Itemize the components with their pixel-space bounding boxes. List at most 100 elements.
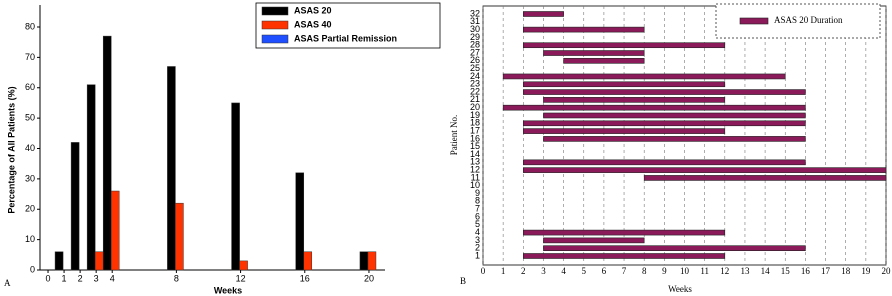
x-tick-label: 4 <box>110 273 115 283</box>
y-tick-label: 50 <box>25 113 35 123</box>
duration-bar <box>522 253 726 259</box>
bar <box>359 251 369 271</box>
bar <box>54 251 64 271</box>
y-tick-label: 21 <box>470 94 480 104</box>
x-tick-label: 4 <box>561 266 566 276</box>
duration-bar <box>543 112 806 119</box>
x-tick-label: 17 <box>821 266 831 276</box>
bar <box>239 260 248 271</box>
bar <box>110 190 120 271</box>
y-tick-label: 4 <box>475 227 480 237</box>
bar <box>231 102 240 271</box>
duration-bar <box>543 136 806 142</box>
x-tick-label: 9 <box>662 266 667 276</box>
y-tick-label: 40 <box>25 143 35 153</box>
x-tick-label: 8 <box>174 273 179 283</box>
y-tick-label: 26 <box>470 55 480 65</box>
legend-label: ASAS Partial Remission <box>294 33 397 43</box>
x-axis-label: Weeks <box>214 285 242 295</box>
y-axis-label: Percentage of All Patients (%) <box>6 86 16 213</box>
y-tick-label: 17 <box>470 125 480 135</box>
x-tick-label: 13 <box>740 266 750 276</box>
legend-label: ASAS 20 <box>294 5 332 15</box>
y-tick-label: 60 <box>25 82 35 92</box>
x-tick-label: 7 <box>622 266 627 276</box>
panel-label: B <box>460 276 466 286</box>
bar <box>303 251 313 271</box>
duration-bar <box>643 175 887 181</box>
y-tick-label: 28 <box>470 40 480 50</box>
y-tick-label: 19 <box>470 110 480 120</box>
duration-bar <box>522 167 887 173</box>
y-tick-label: 18 <box>470 118 480 128</box>
y-tick-label: 2 <box>475 243 480 253</box>
duration-bar <box>522 120 806 127</box>
x-tick-label: 10 <box>680 266 690 276</box>
x-tick-label: 12 <box>720 266 729 276</box>
y-tick-label: 30 <box>25 173 35 183</box>
x-tick-label: 2 <box>521 266 526 276</box>
x-tick-label: 3 <box>541 266 546 276</box>
duration-bar <box>502 73 786 80</box>
bar <box>94 251 104 271</box>
bar <box>367 251 377 271</box>
duration-bar <box>522 26 645 33</box>
duration-bar <box>543 245 806 251</box>
x-tick-label: 3 <box>94 273 99 283</box>
x-tick-label: 0 <box>46 273 51 283</box>
y-tick-label: 29 <box>470 32 480 42</box>
x-tick-label: 6 <box>602 266 607 276</box>
bar <box>102 35 112 271</box>
y-tick-label: 32 <box>470 8 480 18</box>
x-tick-label: 20 <box>364 273 374 283</box>
duration-bar <box>522 81 726 88</box>
y-tick-label: 5 <box>475 219 480 229</box>
y-tick-label: 0 <box>30 264 35 274</box>
panel-label: A <box>4 278 11 288</box>
y-tick-label: 20 <box>470 102 480 112</box>
x-tick-label: 11 <box>700 266 709 276</box>
y-tick-label: 30 <box>470 24 480 34</box>
duration-bar <box>522 11 564 17</box>
x-tick-label: 16 <box>801 266 811 276</box>
legend-swatch <box>261 6 289 16</box>
bar <box>295 172 305 271</box>
bar <box>86 84 96 271</box>
y-tick-label: 10 <box>470 180 480 190</box>
duration-bar <box>522 42 726 49</box>
y-tick-label: 1 <box>475 250 480 260</box>
duration-bar <box>563 58 645 64</box>
x-tick-label: 12 <box>236 273 246 283</box>
y-tick-label: 7 <box>475 204 480 214</box>
x-tick-label: 8 <box>642 266 647 276</box>
y-tick-label: 80 <box>25 21 35 31</box>
duration-bar <box>522 229 726 236</box>
x-tick-label: 16 <box>300 273 310 283</box>
y-tick-label: 6 <box>475 211 480 221</box>
duration-bar <box>522 159 806 166</box>
duration-bar <box>543 237 645 244</box>
x-tick-label: 18 <box>841 266 851 276</box>
y-tick-label: 15 <box>470 141 480 151</box>
y-tick-label: 25 <box>470 63 480 73</box>
x-tick-label: 1 <box>501 266 506 276</box>
y-tick-label: 23 <box>470 79 480 89</box>
y-tick-label: 11 <box>471 172 480 182</box>
legend-swatch <box>739 17 769 25</box>
y-tick-label: 16 <box>470 133 480 143</box>
bar <box>167 66 176 271</box>
legend-swatch <box>261 34 289 44</box>
y-tick-label: 12 <box>470 165 480 175</box>
bar <box>175 202 184 271</box>
x-tick-label: 14 <box>761 266 771 276</box>
duration-bar <box>543 97 726 103</box>
legend-label: ASAS 20 Duration <box>774 15 843 25</box>
legend-label: ASAS 40 <box>294 19 332 29</box>
x-axis-label: Weeks <box>668 284 692 294</box>
x-tick-label: 20 <box>882 266 892 276</box>
x-tick-label: 0 <box>481 266 486 276</box>
y-tick-label: 3 <box>475 235 480 245</box>
y-tick-label: 70 <box>25 52 35 62</box>
